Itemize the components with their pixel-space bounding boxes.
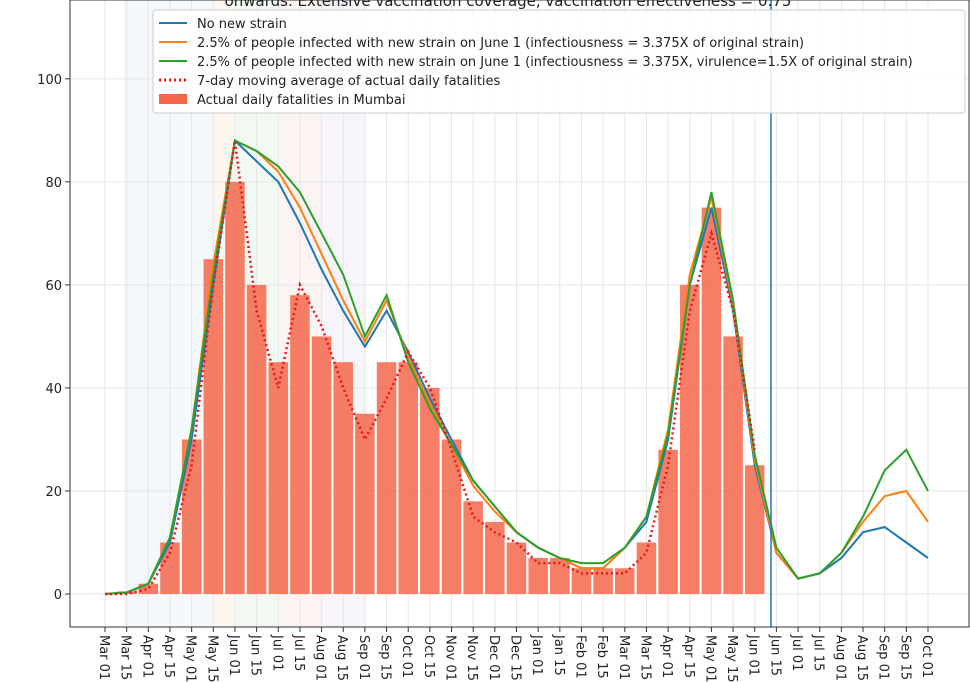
y-tick-label: 0 <box>54 588 62 603</box>
x-tick-label: Aug 01 <box>832 635 847 681</box>
bar <box>550 557 570 595</box>
bar <box>246 284 267 595</box>
x-tick-label: Jun 01 <box>226 634 241 676</box>
x-tick-label: Mar 01 <box>96 635 111 680</box>
bar <box>160 542 180 595</box>
x-tick-label: Jan 15 <box>551 634 566 676</box>
x-tick-label: Sep 01 <box>356 635 371 680</box>
x-tick-label: Oct 01 <box>399 635 414 678</box>
series-line <box>104 139 929 595</box>
bar <box>203 259 224 595</box>
bar <box>376 362 397 595</box>
x-tick-label: Feb 01 <box>572 635 587 679</box>
bar <box>723 336 743 595</box>
x-tick-label: Jul 01 <box>269 634 284 671</box>
bar <box>506 542 527 595</box>
x-tick-label: Sep 15 <box>378 635 393 680</box>
bar <box>680 284 700 595</box>
x-tick-label: Jul 15 <box>811 634 826 671</box>
x-tick-label: Jul 01 <box>789 634 804 671</box>
bar <box>636 542 657 595</box>
bar <box>225 181 245 595</box>
x-tick-label: May 15 <box>204 635 219 682</box>
x-tick-label: May 15 <box>724 635 739 682</box>
x-tick-label: Jun 15 <box>248 634 263 676</box>
legend-swatch <box>159 94 187 104</box>
x-tick-label: Dec 01 <box>486 635 501 681</box>
x-tick-label: May 01 <box>183 635 198 682</box>
legend-label: 7-day moving average of actual daily fat… <box>197 74 501 89</box>
x-tick-label: Apr 01 <box>659 635 674 678</box>
bar <box>485 521 505 595</box>
x-tick-label: Nov 01 <box>443 635 458 681</box>
legend-label: No new strain <box>197 17 287 32</box>
chart-title: onwards. Extensive vaccination coverage,… <box>225 0 792 10</box>
y-tick-label: 20 <box>45 485 62 500</box>
x-tick-label: Nov 15 <box>464 635 479 681</box>
x-tick-label: Sep 15 <box>897 635 912 680</box>
legend-label: 2.5% of people infected with new strain … <box>197 55 913 70</box>
x-tick-label: Feb 15 <box>594 635 609 679</box>
y-tick-label: 100 <box>37 73 62 88</box>
bar <box>420 387 440 595</box>
x-tick-label: Apr 15 <box>681 635 696 678</box>
bar <box>268 362 289 595</box>
bar <box>441 439 462 595</box>
x-tick-label: Jul 15 <box>291 634 306 671</box>
bar <box>355 413 375 595</box>
x-tick-label: Jan 01 <box>529 634 544 676</box>
x-tick-label: Aug 15 <box>334 635 349 681</box>
bar <box>311 336 332 595</box>
x-tick-label: Apr 15 <box>161 635 176 678</box>
bar <box>528 557 548 595</box>
legend-label: Actual daily fatalities in Mumbai <box>197 93 406 108</box>
bar <box>290 295 310 595</box>
y-tick-label: 80 <box>45 176 62 191</box>
x-tick-label: Jun 01 <box>746 634 761 676</box>
bar <box>138 583 159 595</box>
bar <box>615 568 635 595</box>
x-tick-label: May 01 <box>702 635 717 682</box>
bar <box>571 568 592 595</box>
x-tick-label: Dec 15 <box>508 635 523 681</box>
bar <box>333 362 353 595</box>
x-tick-label: Aug 15 <box>854 635 869 681</box>
bar <box>181 439 202 595</box>
x-tick-label: Apr 01 <box>139 635 154 678</box>
legend-box <box>152 9 966 114</box>
y-tick-label: 40 <box>45 382 62 397</box>
x-tick-label: Sep 01 <box>876 635 891 680</box>
x-tick-label: Jun 15 <box>767 634 782 676</box>
bar <box>398 362 418 595</box>
x-tick-label: Oct 01 <box>919 635 934 678</box>
bar <box>658 449 678 595</box>
plot-frame <box>69 0 970 628</box>
legend-label: 2.5% of people infected with new strain … <box>197 36 804 51</box>
bar <box>463 501 483 595</box>
bar <box>593 568 613 595</box>
x-tick-label: Mar 01 <box>616 635 631 680</box>
x-tick-label: Oct 15 <box>421 635 436 678</box>
y-tick-label: 60 <box>45 279 62 294</box>
bar <box>744 465 765 595</box>
x-tick-label: Mar 15 <box>118 635 133 680</box>
bar <box>701 207 722 595</box>
x-tick-label: Mar 15 <box>637 635 652 680</box>
x-tick-label: Aug 01 <box>313 635 328 681</box>
